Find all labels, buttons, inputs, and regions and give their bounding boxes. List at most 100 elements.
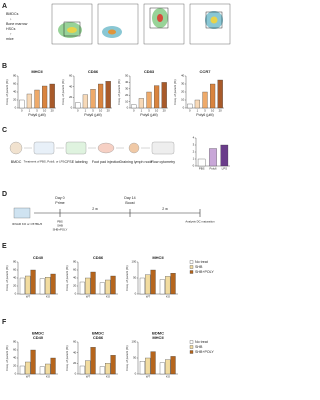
x-tick-label: WT	[26, 295, 31, 299]
bar	[146, 91, 152, 109]
y-tick-label: 20	[13, 284, 17, 288]
bar	[154, 85, 160, 109]
x-axis-label: Poly6 (μM)	[28, 113, 45, 117]
bar	[105, 81, 111, 109]
chart-title: CD40	[33, 255, 44, 260]
y-tick-label: 20	[125, 93, 129, 97]
bar	[138, 98, 144, 109]
legend-label: No treat	[195, 340, 208, 344]
y-tick-label: 10	[125, 99, 129, 103]
bar	[85, 360, 91, 375]
bar	[30, 269, 36, 295]
panel-label: C	[2, 127, 7, 134]
day: Day 0	[55, 196, 64, 200]
y-tick-label: 0	[183, 106, 185, 110]
chart-title: BDMC	[152, 331, 164, 336]
chart-title: CD40	[33, 335, 44, 340]
x-tick-label: 10	[211, 109, 215, 113]
bar	[209, 148, 217, 167]
y-tick-label: 60	[13, 268, 17, 272]
y-tick-label: 4	[193, 136, 195, 140]
x-tick-label: 5	[36, 109, 38, 113]
bar	[145, 274, 151, 295]
x-tick-label: KO	[106, 295, 111, 299]
y-tick-label: 40	[73, 350, 77, 354]
y-tick-label: 40	[13, 356, 17, 360]
x-tick-label: 20	[163, 109, 167, 113]
x-axis-label: Poly6 (μM)	[196, 113, 213, 117]
bar	[165, 359, 171, 375]
y-axis-label: Freq. of parent (%)	[65, 265, 69, 290]
bar	[150, 269, 156, 295]
y-tick-label: 60	[13, 82, 17, 86]
x-tick-label: KO	[166, 295, 171, 299]
y-tick-label: 40	[13, 90, 17, 94]
bar	[202, 91, 208, 109]
panel-label: B	[2, 63, 7, 70]
text: mice	[6, 37, 14, 41]
bar	[49, 83, 55, 109]
y-tick-label: 40	[181, 74, 185, 78]
chart-title: CD83	[144, 69, 155, 74]
bar	[90, 89, 96, 109]
legend-label: SHB+POLY	[195, 270, 214, 274]
day: Day 14	[124, 196, 135, 200]
y-tick-label: 50	[133, 276, 137, 280]
y-axis-label: Freq. of parent (%)	[65, 345, 69, 370]
x-tick-label: 20	[107, 109, 111, 113]
y-tick-label: 10	[181, 98, 185, 102]
y-tick-label: 40	[73, 276, 77, 280]
bar	[90, 271, 96, 295]
x-tick-label: KO	[46, 375, 51, 379]
x-tick-label: 5	[204, 109, 206, 113]
x-tick-label: 0	[133, 109, 135, 113]
bar	[25, 275, 31, 295]
y-tick-label: 40	[13, 276, 17, 280]
bar	[50, 357, 56, 375]
y-tick-label: 60	[73, 340, 77, 344]
legend-swatch	[189, 260, 194, 264]
y-tick-label: 0	[135, 372, 137, 376]
x-tick-label: 0	[77, 109, 79, 113]
y-tick-label: 80	[73, 260, 77, 264]
bar	[75, 102, 81, 109]
y-tick-label: 50	[125, 74, 129, 78]
x-tick-label: 1	[141, 109, 143, 113]
group: SHB	[57, 224, 63, 228]
x-tick-label: KO	[46, 295, 51, 299]
bar	[187, 103, 193, 109]
legend-label: No treat	[195, 260, 208, 264]
x-tick-label: PBS	[199, 167, 205, 171]
group: PBS	[57, 220, 63, 224]
x-tick-label: Poly6	[210, 167, 217, 171]
x-tick-label: 1	[29, 109, 31, 113]
chart-title: CD86	[93, 335, 104, 340]
y-axis-label: Freq. of parent (%)	[61, 79, 65, 104]
x-tick-label: 10	[155, 109, 159, 113]
group: SHB+POLY	[53, 228, 68, 232]
x-tick-label: WT	[26, 375, 31, 379]
x-tick-label: 1	[85, 109, 87, 113]
y-tick-label: 0	[15, 372, 17, 376]
y-tick-label: 0	[75, 292, 77, 296]
y-axis-label: Freq. of parent (%)	[5, 265, 9, 290]
x-tick-label: WT	[146, 375, 151, 379]
y-tick-label: 0	[71, 106, 73, 110]
bar	[79, 281, 85, 295]
text: ↑	[10, 32, 12, 36]
bar	[194, 99, 200, 109]
bar	[79, 365, 85, 375]
bar	[150, 351, 156, 375]
x-tick-label: 0	[21, 109, 23, 113]
bar	[139, 277, 145, 295]
y-tick-label: 2	[193, 150, 195, 154]
chart-title: MHCII	[31, 69, 42, 74]
chart-title: MHCII	[152, 335, 163, 340]
y-tick-label: 0	[15, 292, 17, 296]
x-tick-label: 0	[189, 109, 191, 113]
y-tick-label: 20	[181, 90, 185, 94]
chart-title: CD86	[93, 255, 104, 260]
y-tick-label: 3	[193, 143, 195, 147]
x-tick-label: LPS	[222, 167, 227, 171]
panel-label: E	[2, 243, 7, 250]
